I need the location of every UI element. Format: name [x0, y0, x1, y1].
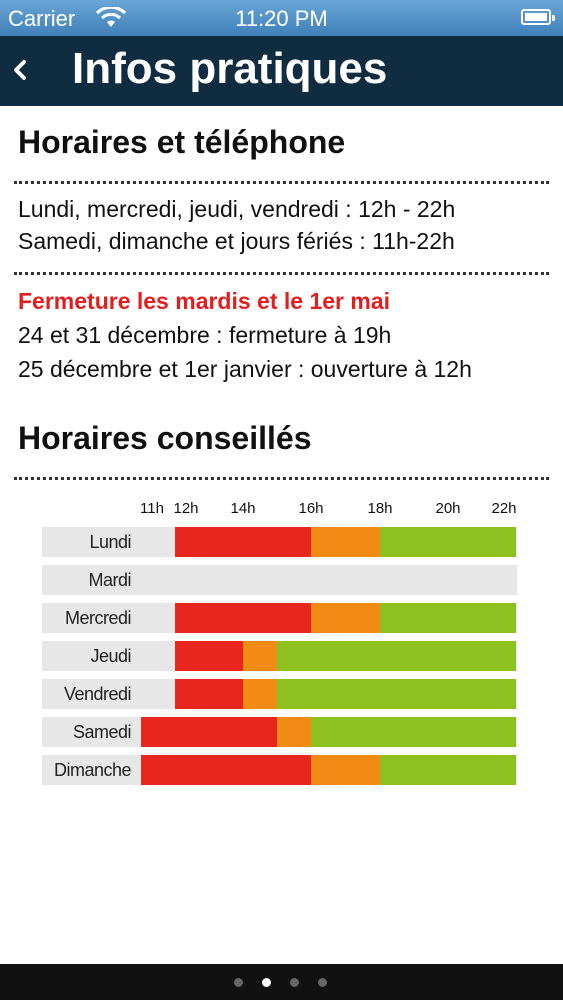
x-tick-label: 20h — [435, 500, 461, 517]
status-time: 11:20 PM — [235, 6, 328, 31]
chart-row-vendredi: Vendredi — [42, 679, 517, 709]
bar-segment-red — [141, 755, 311, 785]
chart-row-mercredi: Mercredi — [42, 603, 517, 633]
bar-segment-green — [380, 603, 516, 633]
bar-segment-green — [380, 755, 516, 785]
bar-segment-orange — [311, 755, 380, 785]
battery-icon — [521, 9, 555, 25]
bar-segment-green — [380, 527, 516, 557]
bar-segment-orange — [277, 717, 311, 747]
day-label: Jeudi — [90, 646, 131, 666]
chart-row-mardi: Mardi — [42, 565, 517, 595]
bar-segment-red — [175, 641, 243, 671]
day-label: Samedi — [72, 722, 132, 742]
page-dot[interactable] — [318, 978, 327, 987]
page-dot[interactable] — [262, 978, 271, 987]
back-chevron-icon[interactable] — [8, 50, 32, 90]
weekday-hours: Lundi, mercredi, jeudi, vendredi : 12h -… — [18, 196, 456, 222]
bar-segment-green — [311, 717, 516, 747]
carrier-label: Carrier — [8, 6, 76, 31]
closure-notice: Fermeture les mardis et le 1er mai — [18, 288, 391, 314]
x-tick-label: 16h — [298, 500, 324, 517]
bar-segment-red — [141, 717, 277, 747]
chart-row-lundi: Lundi — [42, 527, 517, 557]
bar-segment-red — [175, 527, 311, 557]
bar-segment-red — [175, 603, 311, 633]
divider — [14, 181, 549, 184]
status-bar: Carrier 11:20 PM — [0, 0, 563, 36]
page-title: Infos pratiques — [72, 44, 388, 93]
day-label: Mercredi — [64, 608, 132, 628]
bar-segment-orange — [311, 527, 380, 557]
advice-heading: Horaires conseillés — [18, 420, 312, 456]
chart-row-samedi: Samedi — [42, 717, 517, 747]
dec-25-jan-1-hours: 25 décembre et 1er janvier : ouverture à… — [18, 356, 472, 382]
wifi-icon — [96, 7, 126, 27]
page-control[interactable] — [0, 964, 563, 1000]
x-tick-label: 14h — [230, 500, 256, 517]
x-tick-label: 22h — [491, 500, 517, 517]
page-dot[interactable] — [290, 978, 299, 987]
weekend-hours: Samedi, dimanche et jours fériés : 11h-2… — [18, 228, 455, 254]
bar-segment-orange — [311, 603, 380, 633]
bar-segment-orange — [243, 641, 277, 671]
x-tick-label: 18h — [367, 500, 393, 517]
page-dot[interactable] — [234, 978, 243, 987]
chart-row-jeudi: Jeudi — [42, 641, 517, 671]
bar-segment-green — [277, 641, 516, 671]
x-tick-label: 11h — [140, 500, 164, 517]
bar-segment-red — [175, 679, 243, 709]
bar-segment-green — [277, 679, 516, 709]
dec-24-31-hours: 24 et 31 décembre : fermeture à 19h — [18, 322, 392, 348]
hours-heading: Horaires et téléphone — [18, 124, 346, 160]
bar-segment-orange — [243, 679, 277, 709]
navigation-bar: Infos pratiques — [0, 36, 563, 106]
day-label: Mardi — [88, 570, 131, 590]
day-label: Vendredi — [63, 684, 132, 704]
divider — [14, 477, 549, 480]
divider — [14, 272, 549, 275]
day-label: Lundi — [89, 532, 131, 552]
x-tick-label: 12h — [173, 500, 199, 517]
chart-row-dimanche: Dimanche — [42, 755, 517, 785]
day-label: Dimanche — [53, 760, 132, 780]
